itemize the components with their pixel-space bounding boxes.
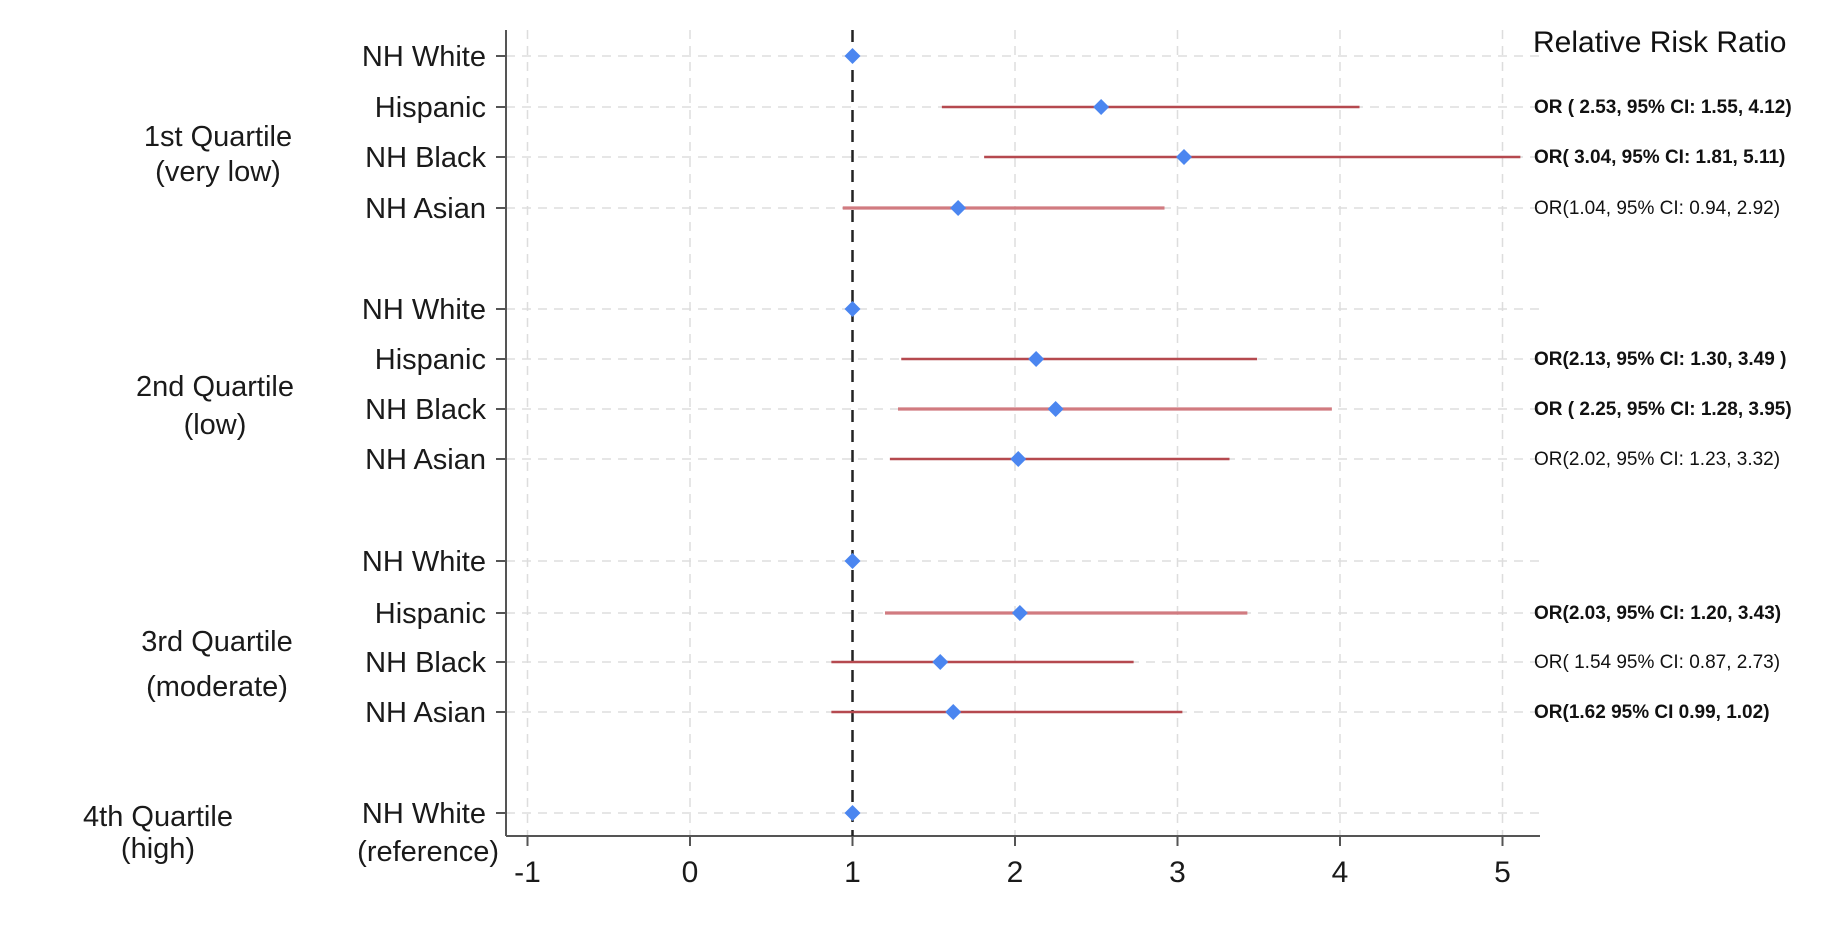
or-annotation: OR(1.62 95% CI 0.99, 1.02) — [1534, 702, 1770, 723]
point-estimate — [1010, 451, 1027, 467]
group-label: 1st Quartile — [144, 121, 292, 153]
row-label: NH White — [362, 294, 486, 326]
point-estimate — [1011, 605, 1028, 621]
group-label: 3rd Quartile — [141, 626, 293, 658]
x-tick-label: 1 — [844, 856, 861, 889]
point-estimate — [844, 805, 861, 821]
row-label: NH Black — [365, 647, 486, 679]
x-tick-label: 3 — [1169, 856, 1186, 889]
group-label: (very low) — [155, 156, 281, 188]
x-tick-label: -1 — [514, 856, 541, 889]
or-annotation: OR ( 2.25, 95% CI: 1.28, 3.95) — [1534, 399, 1792, 420]
point-estimate — [844, 301, 861, 317]
point-estimate — [1028, 351, 1045, 367]
group-label: 2nd Quartile — [136, 371, 294, 403]
or-annotation: OR( 3.04, 95% CI: 1.81, 5.11) — [1534, 147, 1785, 168]
or-annotation: OR(2.03, 95% CI: 1.20, 3.43) — [1534, 603, 1781, 624]
x-tick-label: 5 — [1494, 856, 1511, 889]
group-label: (low) — [184, 409, 247, 441]
confidence-intervals — [831, 105, 1521, 714]
point-estimate — [844, 48, 861, 64]
row-label: NH White — [362, 798, 486, 830]
or-annotation: OR(1.04, 95% CI: 0.94, 2.92) — [1534, 198, 1780, 219]
row-label: Hispanic — [375, 598, 486, 630]
row-label: NH Asian — [365, 193, 486, 225]
x-tick-label: 0 — [682, 856, 699, 889]
point-estimate — [1176, 149, 1192, 165]
chart-title: Relative Risk Ratio — [1533, 26, 1786, 59]
row-label: NH Black — [365, 394, 486, 426]
x-tick-label: 4 — [1332, 856, 1349, 889]
group-label: (high) — [121, 833, 195, 865]
or-annotation: OR ( 2.53, 95% CI: 1.55, 4.12) — [1534, 97, 1792, 118]
row-label: NH Asian — [365, 444, 486, 476]
group-labels: 1st Quartile(very low) 2nd Quartile (low) 3… — [83, 121, 294, 865]
group-label: (moderate) — [146, 671, 288, 703]
annotations: OR ( 2.53, 95% CI: 1.55, 4.12) OR( 3.04, … — [1534, 97, 1792, 723]
or-annotation: OR(2.02, 95% CI: 1.23, 3.32) — [1534, 449, 1780, 470]
axes: -1 0 1 2 3 4 5 — [496, 30, 1540, 889]
reference-sublabel: (reference) — [357, 836, 499, 868]
row-label: NH Asian — [365, 697, 486, 729]
row-labels: NH White Hispanic NH Black NH Asian NH White… — [357, 41, 499, 868]
point-estimate — [844, 553, 861, 569]
row-label: NH White — [362, 546, 486, 578]
row-label: Hispanic — [375, 92, 486, 124]
point-estimate — [945, 704, 962, 720]
row-label: Hispanic — [375, 344, 486, 376]
row-label: NH Black — [365, 142, 486, 174]
x-tick-label: 2 — [1007, 856, 1024, 889]
point-estimate — [1093, 99, 1110, 115]
or-annotation: OR(2.13, 95% CI: 1.30, 3.49 ) — [1534, 349, 1786, 370]
or-annotation: OR( 1.54 95% CI: 0.87, 2.73) — [1534, 652, 1780, 673]
point-estimates — [844, 48, 1192, 821]
point-estimate — [1047, 401, 1064, 417]
point-estimate — [950, 200, 967, 216]
row-label: NH White — [362, 41, 486, 73]
group-label: 4th Quartile — [83, 801, 233, 833]
point-estimate — [932, 654, 949, 670]
gridlines — [506, 30, 1540, 836]
